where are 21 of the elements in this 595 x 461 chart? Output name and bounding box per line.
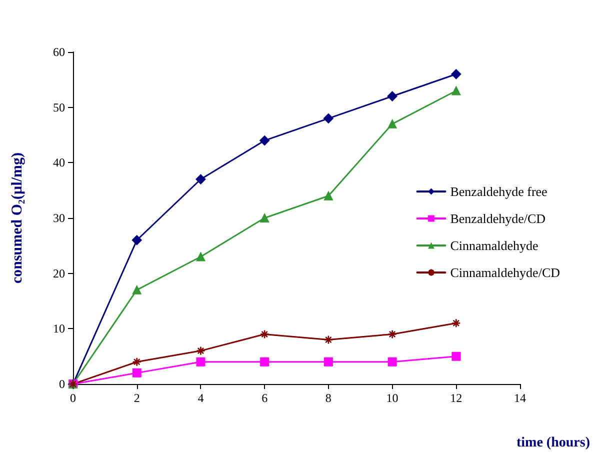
y-tick-label: 40 [53, 156, 65, 170]
x-tick-label: 12 [450, 391, 462, 405]
x-tick-label: 4 [198, 391, 204, 405]
y-tick-label: 10 [53, 322, 65, 336]
x-tick-label: 2 [134, 391, 140, 405]
legend-label: Cinnamaldehyde [450, 238, 539, 253]
legend-label: Benzaldehyde free [450, 184, 548, 199]
x-axis-title: time (hours) [516, 436, 590, 450]
legend-label: Benzaldehyde/CD [450, 211, 546, 226]
y-tick-label: 50 [53, 100, 65, 114]
y-tick-label: 30 [53, 211, 65, 225]
x-tick-label: 0 [70, 391, 76, 405]
y-tick-label: 60 [53, 45, 65, 59]
y-axis-title: consumed O₂(µl/mg) [10, 152, 26, 284]
legend-label: Cinnamaldehyde/CD [450, 265, 560, 280]
x-tick-label: 8 [325, 391, 332, 405]
x-tick-label: 10 [386, 391, 398, 405]
y-tick-label: 0 [59, 377, 65, 391]
x-tick-label: 14 [514, 391, 526, 405]
y-tick-label: 20 [53, 266, 65, 280]
x-tick-label: 6 [262, 391, 268, 405]
